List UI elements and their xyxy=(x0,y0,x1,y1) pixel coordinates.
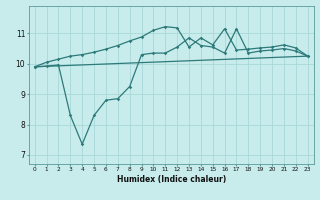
X-axis label: Humidex (Indice chaleur): Humidex (Indice chaleur) xyxy=(116,175,226,184)
